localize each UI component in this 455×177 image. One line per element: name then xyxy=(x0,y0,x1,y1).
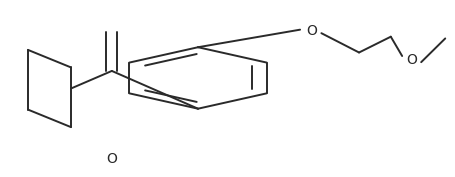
Text: O: O xyxy=(106,152,117,166)
Text: O: O xyxy=(306,24,317,38)
Text: O: O xyxy=(406,53,417,67)
